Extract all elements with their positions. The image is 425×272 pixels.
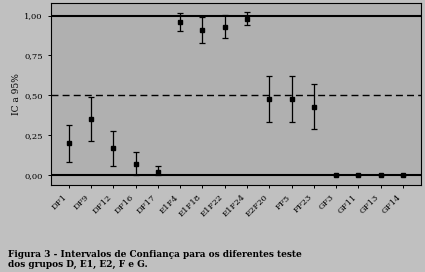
Y-axis label: IC a 95%: IC a 95% — [12, 73, 21, 115]
Text: Figura 3 - Intervalos de Confiança para os diferentes teste
dos grupos D, E1, E2: Figura 3 - Intervalos de Confiança para … — [8, 250, 302, 269]
